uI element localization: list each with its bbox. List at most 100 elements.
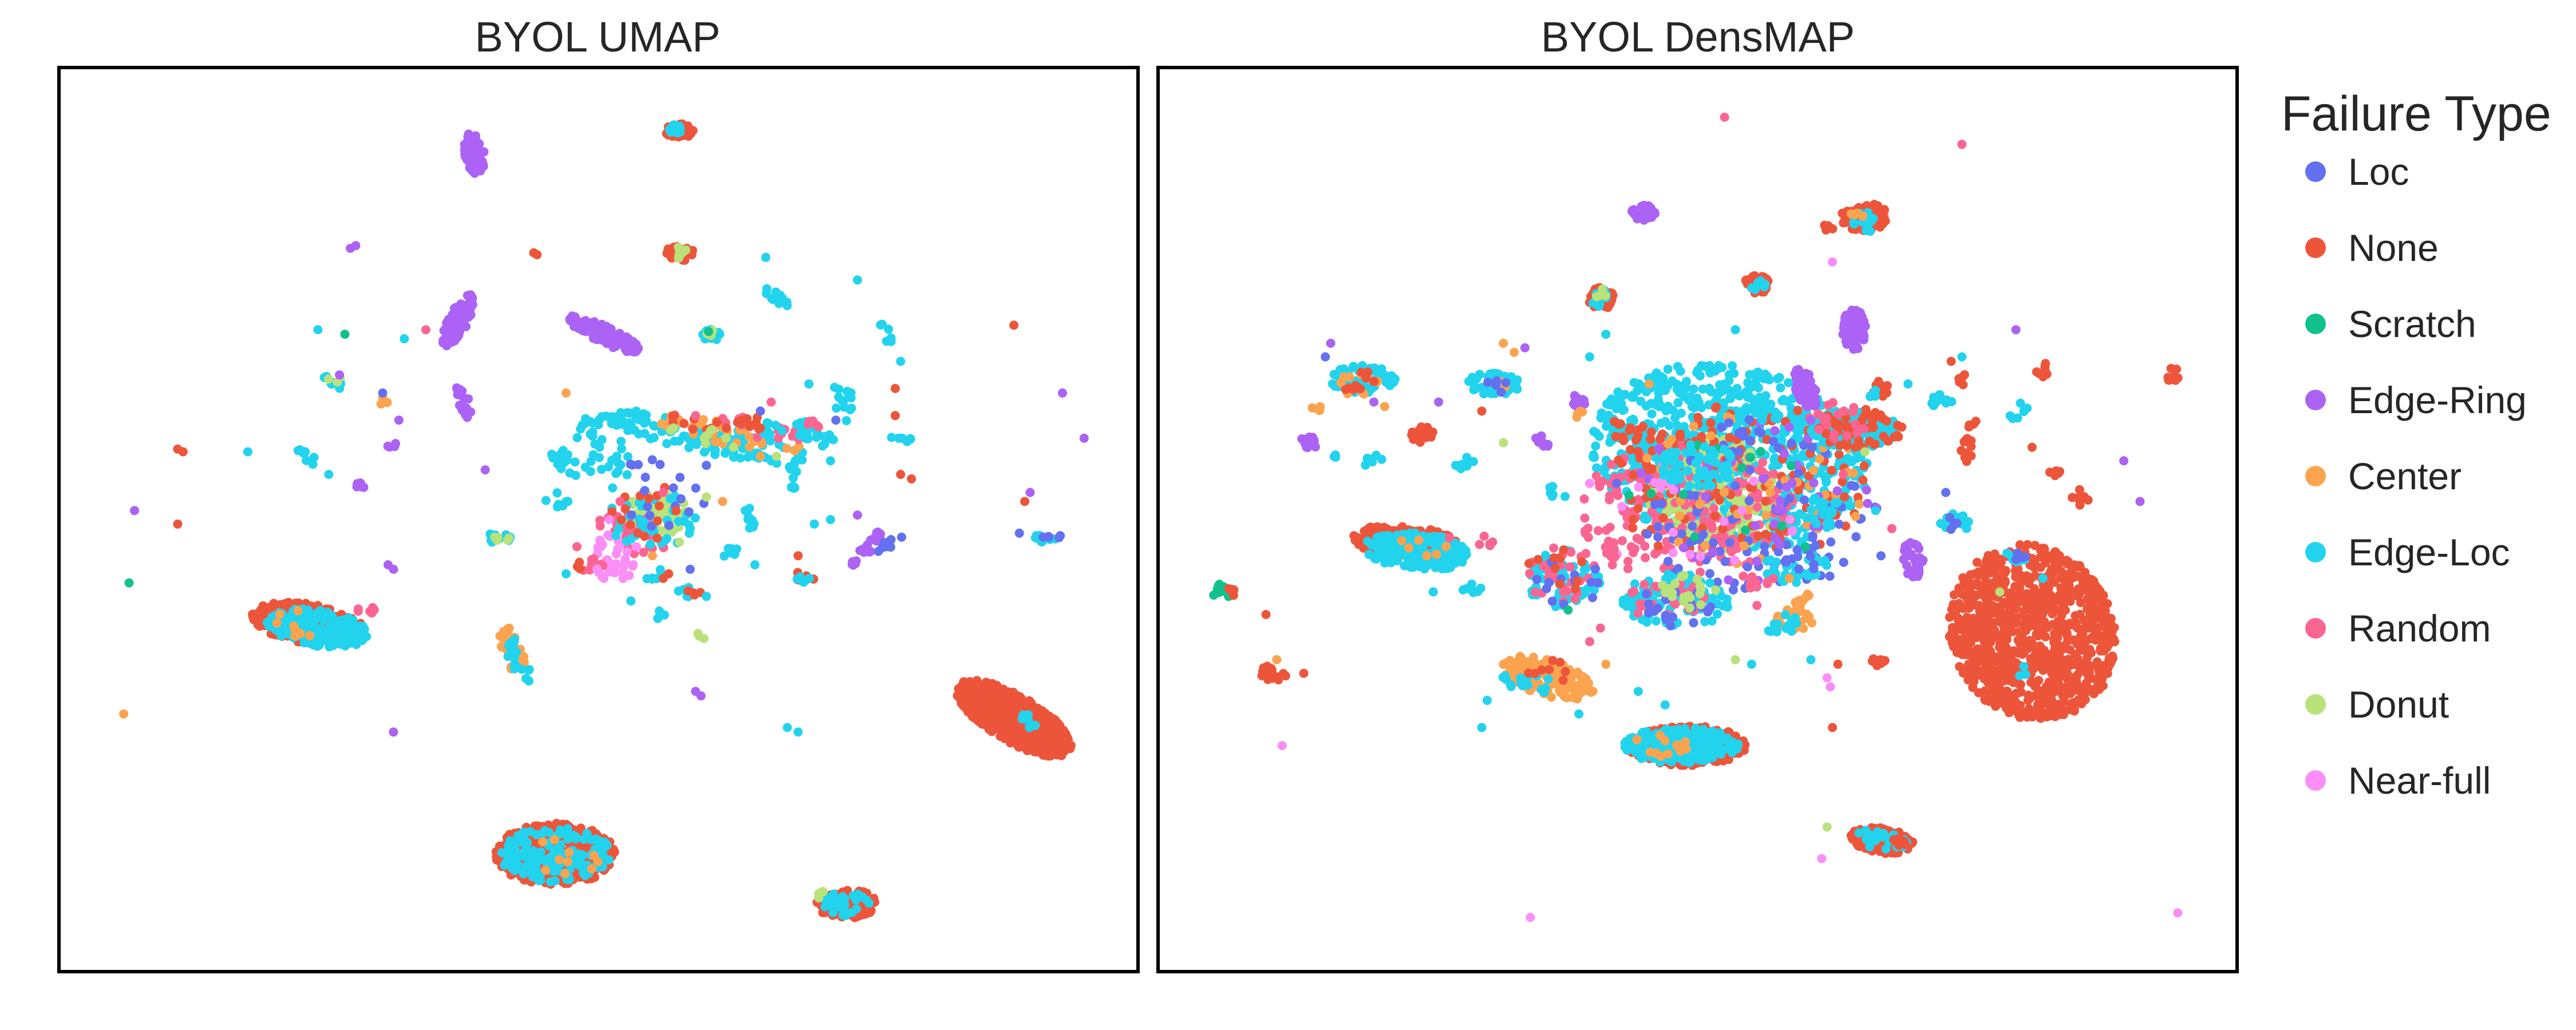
point-edge-loc	[588, 450, 598, 459]
point-donut	[772, 451, 781, 461]
point-loc	[756, 406, 765, 416]
point-center	[745, 432, 754, 442]
point-none	[1972, 557, 1982, 567]
point-none	[1011, 722, 1021, 731]
point-none	[973, 716, 983, 726]
point-random	[421, 325, 430, 335]
point-edge-loc	[761, 288, 771, 298]
point-edge-loc	[1692, 730, 1701, 739]
point-edge-loc	[541, 496, 551, 505]
point-none	[2041, 555, 2051, 565]
point-loc	[643, 502, 653, 512]
point-center	[587, 864, 596, 874]
point-edge-loc	[649, 421, 658, 430]
point-edge-loc	[646, 540, 655, 549]
point-loc	[1044, 532, 1054, 542]
point-near-full	[604, 567, 614, 577]
point-none	[1042, 714, 1052, 724]
point-none	[987, 725, 997, 735]
point-none	[2054, 680, 2064, 689]
point-none	[2060, 571, 2070, 581]
point-edge-loc	[825, 515, 835, 524]
point-edge-loc	[662, 439, 671, 449]
point-none	[1020, 497, 1030, 506]
point-none	[2008, 627, 2018, 636]
point-loc	[626, 459, 635, 469]
point-none	[1994, 617, 2004, 627]
point-edge-loc	[623, 452, 633, 461]
point-edge-loc	[545, 854, 555, 863]
point-edge-loc	[799, 577, 808, 587]
point-edge-ring	[590, 317, 599, 327]
point-edge-loc	[761, 252, 771, 262]
point-none	[2073, 655, 2083, 664]
point-none	[2051, 557, 2060, 566]
point-none	[2075, 585, 2084, 595]
point-loc	[640, 486, 650, 496]
point-none	[2021, 590, 2030, 600]
point-none	[1033, 747, 1042, 756]
point-none	[751, 418, 761, 428]
point-none	[2097, 601, 2107, 611]
point-none	[1996, 601, 2006, 611]
point-none	[2041, 599, 2050, 608]
point-none	[2011, 604, 2021, 613]
point-edge-loc	[851, 895, 861, 905]
point-none	[1041, 747, 1050, 756]
point-none	[1969, 613, 1978, 623]
point-edge-loc	[720, 551, 729, 561]
point-edge-loc	[846, 405, 855, 414]
point-center	[305, 631, 314, 640]
point-edge-loc	[552, 488, 562, 498]
point-edge-loc	[685, 524, 695, 533]
point-random	[589, 554, 599, 564]
point-none	[2068, 565, 2078, 575]
point-edge-loc	[302, 606, 311, 616]
point-none	[2076, 598, 2085, 608]
point-center	[293, 606, 303, 616]
point-edge-loc	[295, 445, 305, 454]
point-none	[998, 684, 1008, 694]
point-none	[626, 520, 635, 529]
point-none	[492, 855, 501, 865]
point-edge-loc	[710, 450, 720, 459]
point-edge-loc	[838, 902, 848, 912]
point-center	[710, 437, 720, 446]
point-none	[2026, 621, 2035, 631]
point-edge-loc	[586, 467, 595, 476]
point-loc	[702, 461, 711, 470]
point-near-full	[621, 556, 630, 566]
point-none	[733, 418, 742, 427]
point-edge-ring	[1079, 433, 1089, 443]
point-edge-loc	[590, 439, 600, 449]
point-none	[986, 704, 995, 714]
point-edge-loc	[637, 521, 646, 531]
point-edge-loc	[655, 565, 665, 575]
point-edge-ring	[466, 298, 476, 307]
point-none	[2035, 641, 2045, 651]
point-near-full	[629, 560, 638, 569]
point-edge-loc	[578, 419, 588, 429]
point-none	[173, 519, 183, 529]
point-center	[1681, 737, 1690, 747]
point-edge-loc	[673, 128, 682, 137]
point-edge-loc	[1025, 723, 1034, 732]
point-none	[2030, 571, 2040, 581]
point-none	[1964, 639, 1974, 648]
point-edge-loc	[1854, 828, 1864, 838]
point-none	[253, 620, 263, 629]
point-edge-loc	[862, 896, 871, 905]
point-edge-ring	[463, 413, 472, 422]
point-none	[2080, 684, 2089, 694]
point-none	[2097, 616, 2107, 625]
point-none	[890, 411, 900, 421]
point-none	[1974, 569, 1984, 579]
point-none	[2053, 616, 2063, 626]
point-edge-loc	[561, 569, 571, 579]
point-none	[2071, 611, 2080, 621]
point-loc	[378, 388, 388, 398]
point-loc	[1014, 528, 1024, 538]
point-none	[1967, 652, 1977, 661]
point-center	[1645, 747, 1655, 757]
